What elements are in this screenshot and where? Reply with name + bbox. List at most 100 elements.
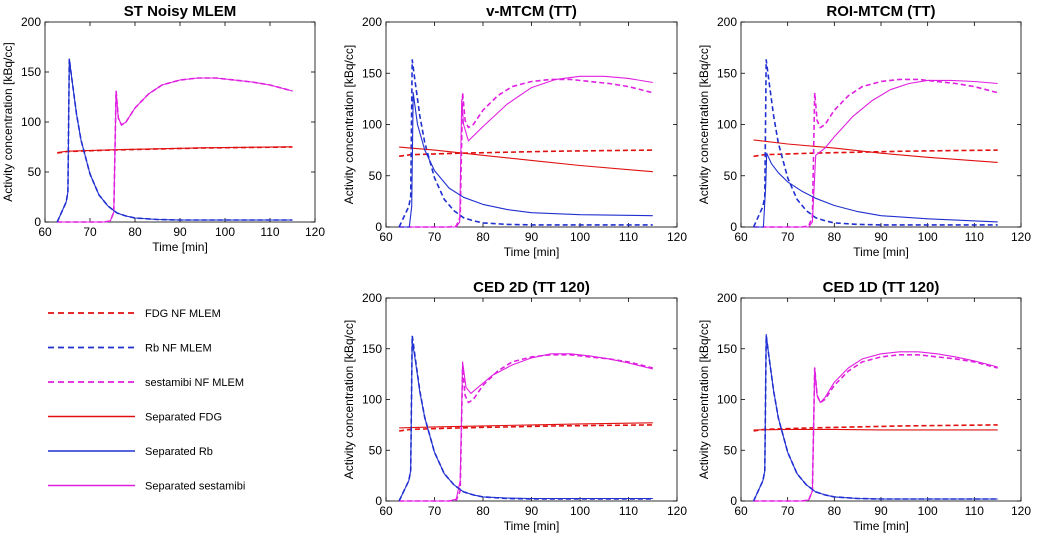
x-tick-label: 110 (965, 230, 984, 244)
series-line-rb-nf-mlem (398, 59, 653, 228)
x-tick-label: 80 (828, 504, 842, 518)
x-tick-label: 80 (476, 504, 490, 518)
y-tick-label: 200 (362, 15, 382, 29)
chart-panel-4: 60 70 80 90 100 110 120 0 50 100 150 200 CED 2D (TT … (342, 279, 687, 533)
x-tick-label: 70 (428, 504, 442, 518)
y-tick-label: 0 (375, 220, 382, 234)
chart-panel-3: 60 70 80 90 100 110 120 0 50 100 150 200 ROI-MTCM (T… (697, 3, 1031, 259)
y-tick-label: 100 (21, 115, 41, 129)
x-tick-label: 70 (428, 230, 442, 244)
chart-panel-1: 60 70 80 90 100 110 120 0 50 100 150 200 ST Noisy ML… (1, 3, 325, 254)
y-tick-label: 50 (724, 443, 738, 457)
series-line-separated-fdg (399, 146, 653, 173)
x-tick-label: 80 (828, 230, 842, 244)
x-tick-label: 90 (874, 504, 888, 518)
x-tick-label: 100 (918, 230, 938, 244)
y-tick-label: 150 (362, 342, 382, 356)
series-line-fdg-nf-mlem (753, 149, 998, 158)
series-line-separated-rb (399, 92, 653, 228)
series-line-separated-sestamibi (753, 79, 998, 228)
plot-frame (740, 21, 1022, 228)
y-tick-label: 150 (717, 342, 737, 356)
chart-title: v-MTCM (TT) (486, 3, 577, 20)
x-tick-label: 90 (874, 230, 888, 244)
y-axis-label: Activity concentration [kBq/cc] (342, 320, 356, 479)
plot-frame (740, 297, 1022, 502)
x-tick-label: 100 (570, 230, 590, 244)
y-tick-label: 150 (717, 66, 737, 80)
y-tick-label: 50 (724, 169, 738, 183)
y-tick-label: 100 (717, 393, 737, 407)
y-tick-label: 0 (34, 215, 41, 229)
y-axis-label: Activity concentration [kBq/cc] (1, 42, 15, 201)
y-tick-label: 150 (21, 65, 41, 79)
y-tick-label: 0 (730, 494, 737, 508)
plot-frame (385, 21, 678, 228)
x-tick-label: 120 (1011, 504, 1031, 518)
x-tick-label: 60 (734, 504, 748, 518)
y-tick-label: 200 (21, 15, 41, 29)
series-line-separated-sestamibi (57, 77, 293, 223)
x-tick-label: 70 (781, 230, 795, 244)
x-tick-label: 90 (525, 504, 539, 518)
x-tick-label: 90 (173, 225, 187, 239)
x-axis-label: Time [min] (152, 240, 208, 254)
legend-label: Rb NF MLEM (145, 343, 212, 355)
chart-title: ST Noisy MLEM (124, 3, 237, 20)
series-line-fdg-nf-mlem (398, 424, 653, 432)
y-tick-label: 50 (369, 443, 383, 457)
y-axis-label: Activity concentration [kBq/cc] (697, 320, 711, 479)
plot-frame (385, 297, 678, 502)
x-tick-label: 120 (667, 504, 687, 518)
series-line-separated-rb (753, 333, 998, 502)
y-tick-label: 200 (362, 291, 382, 305)
y-tick-label: 100 (362, 118, 382, 132)
y-tick-label: 50 (369, 169, 383, 183)
x-tick-label: 100 (570, 504, 590, 518)
legend-label: FDG NF MLEM (145, 308, 221, 320)
x-tick-label: 120 (667, 230, 687, 244)
x-tick-label: 110 (619, 230, 638, 244)
series-line-separated-fdg (753, 428, 998, 431)
series-line-separated-sestamibi (399, 353, 653, 502)
x-tick-label: 70 (83, 225, 97, 239)
y-tick-label: 200 (717, 291, 737, 305)
x-axis-label: Time [min] (504, 245, 560, 259)
legend: FDG NF MLEM Rb NF MLEM sestamibi NF MLEM Se… (48, 308, 245, 493)
legend-label: Separated sestamibi (145, 481, 245, 493)
chart-title: CED 2D (TT 120) (473, 279, 590, 296)
x-tick-label: 60 (734, 230, 748, 244)
chart-title: ROI-MTCM (TT) (826, 3, 935, 20)
x-axis-label: Time [min] (853, 519, 909, 533)
series-line-separated-rb (753, 152, 998, 228)
x-tick-label: 110 (619, 504, 638, 518)
x-tick-label: 60 (379, 230, 393, 244)
x-tick-label: 90 (525, 230, 539, 244)
y-tick-label: 0 (375, 494, 382, 508)
x-tick-label: 100 (215, 225, 235, 239)
series-line-separated-rb (56, 58, 293, 223)
series-line-separated-sestamibi (753, 351, 998, 502)
x-tick-label: 120 (1011, 230, 1031, 244)
y-tick-label: 50 (28, 165, 42, 179)
series-line-rb-nf-mlem (752, 59, 998, 228)
series-line-separated-rb (398, 340, 653, 502)
series-line-sestamibi-nf-mlem (399, 353, 653, 502)
series-line-separated-sestamibi (399, 75, 653, 228)
x-tick-label: 60 (38, 225, 52, 239)
x-axis-label: Time [min] (504, 519, 560, 533)
y-tick-label: 150 (362, 66, 382, 80)
legend-label: sestamibi NF MLEM (145, 377, 244, 389)
x-tick-label: 60 (379, 504, 393, 518)
chart-title: CED 1D (TT 120) (823, 279, 940, 296)
y-tick-label: 0 (730, 220, 737, 234)
x-axis-label: Time [min] (853, 245, 909, 259)
chart-panel-2: 60 70 80 90 100 110 120 0 50 100 150 200 v-MTCM (TT)… (342, 3, 687, 259)
legend-label: Separated Rb (145, 446, 213, 458)
series-line-fdg-nf-mlem (398, 149, 653, 158)
x-tick-label: 80 (476, 230, 490, 244)
plot-frame (44, 21, 316, 223)
y-axis-label: Activity concentration [kBq/cc] (342, 45, 356, 204)
x-tick-label: 80 (128, 225, 142, 239)
y-tick-label: 200 (717, 15, 737, 29)
